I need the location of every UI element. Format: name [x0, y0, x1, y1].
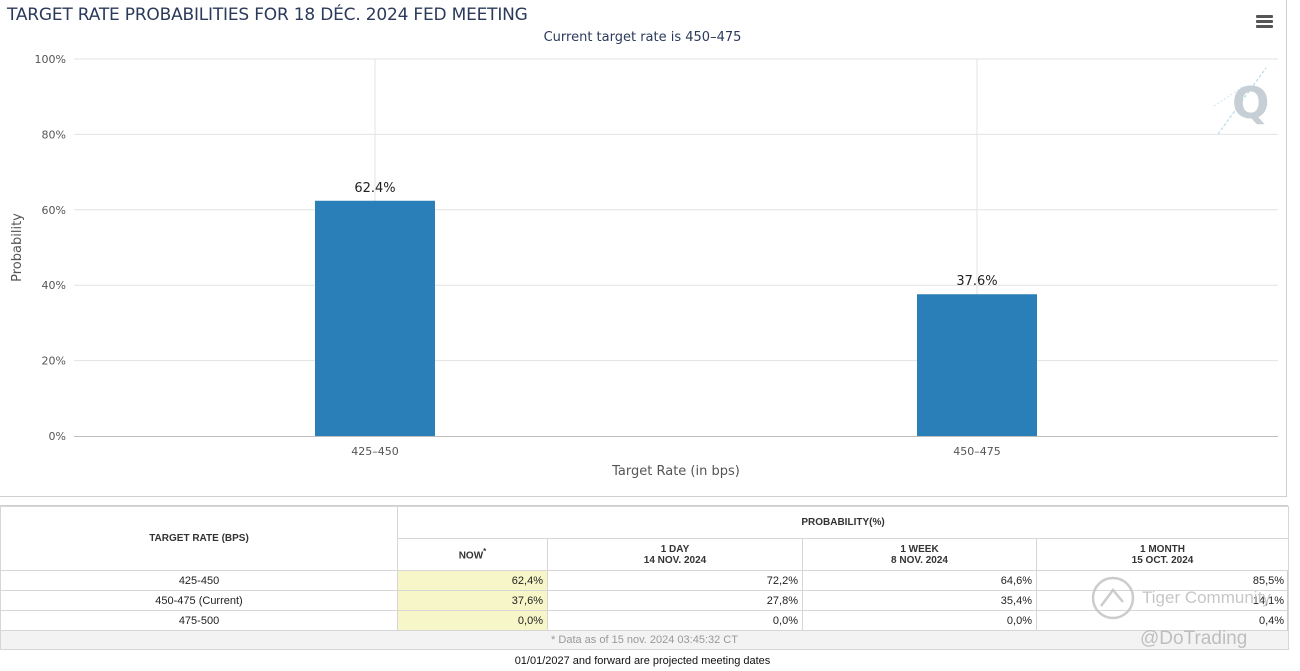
quikstrike-logo-icon: Q — [1214, 66, 1274, 138]
now-cell: 0,0% — [397, 610, 548, 631]
projected-dates-note: 01/01/2027 and forward are projected mee… — [514, 655, 771, 667]
col-header-1-month: 1 MONTH 15 OCT. 2024 — [1035, 538, 1290, 571]
y-tick-label: 40% — [42, 279, 66, 292]
watermark: Tiger Community @DoTrading — [1089, 576, 1289, 666]
table-row: 425-450 62,4% 72,2% 64,6% 85,5% — [0, 570, 1290, 591]
chart-subtitle: Current target rate is 450–475 — [543, 30, 742, 45]
x-tick-label: 450–475 — [953, 445, 1001, 458]
table-row: 450-475 (Current) 37,6% 27,8% 35,4% 14,1… — [0, 590, 1290, 611]
x-tick-label: 425–450 — [351, 445, 399, 458]
one-day-cell: 72,2% — [547, 570, 803, 591]
data-timestamp-footnote: * Data as of 15 nov. 2024 03:45:32 CT — [0, 630, 1290, 650]
watermark-community: Tiger Community — [1142, 588, 1271, 607]
y-tick-label: 20% — [42, 355, 66, 368]
chart-panel: TARGET RATE PROBABILITIES FOR 18 DÉC. 20… — [0, 0, 1287, 497]
col-header-now-label: NOW — [458, 550, 484, 562]
one-week-cell: 64,6% — [802, 570, 1037, 591]
x-axis-title: Target Rate (in bps) — [611, 464, 740, 479]
col-header-1-week-date: 8 NOV. 2024 — [891, 554, 948, 566]
now-cell: 62,4% — [397, 570, 548, 591]
probability-table-panel: TARGET RATE (BPS) PROBABILITY(%) NOW* 1 … — [0, 505, 1290, 650]
col-header-1-month-date: 15 OCT. 2024 — [1131, 554, 1194, 566]
col-header-now: NOW* — [397, 538, 548, 571]
watermark-handle: @DoTrading — [1140, 628, 1248, 649]
one-day-cell: 0,0% — [547, 610, 803, 631]
y-axis-title: Probability — [10, 213, 25, 282]
rate-cell: 475-500 — [0, 610, 398, 631]
logo-letter: Q — [1232, 78, 1270, 129]
y-tick-label: 100% — [35, 53, 66, 66]
bar — [917, 294, 1037, 436]
col-header-1-month-label: 1 MONTH — [1140, 543, 1186, 555]
bar-value-label: 62.4% — [354, 181, 395, 196]
one-week-cell: 35,4% — [802, 590, 1037, 611]
probability-table: TARGET RATE (BPS) PROBABILITY(%) NOW* 1 … — [0, 506, 1290, 650]
col-header-1-day: 1 DAY 14 NOV. 2024 — [547, 538, 803, 571]
col-header-1-day-date: 14 NOV. 2024 — [643, 554, 707, 566]
y-tick-label: 0% — [49, 430, 66, 443]
hamburger-menu-icon[interactable] — [1256, 15, 1273, 29]
probability-header: PROBABILITY(%) — [396, 506, 1290, 539]
tiger-logo-icon — [1091, 576, 1135, 620]
footnote-row: * Data as of 15 nov. 2024 03:45:32 CT — [0, 630, 1290, 650]
now-cell: 37,6% — [397, 590, 548, 611]
chart-title: TARGET RATE PROBABILITIES FOR 18 DÉC. 20… — [7, 5, 528, 25]
one-month-cell: 85,5% — [1035, 570, 1290, 591]
bar-chart: 0% 20% 40% 60% 80% 100% 62.4% 425–450 37.6% 450–4… — [10, 53, 1278, 479]
one-week-cell: 0,0% — [802, 610, 1037, 631]
col-header-1-week-label: 1 WEEK — [900, 543, 939, 555]
col-header-1-day-label: 1 DAY — [660, 543, 690, 555]
target-rate-header: TARGET RATE (BPS) — [0, 506, 398, 571]
col-header-1-week: 1 WEEK 8 NOV. 2024 — [802, 538, 1037, 571]
y-tick-label: 80% — [42, 128, 66, 141]
y-tick-label: 60% — [42, 204, 66, 217]
now-marker: * — [483, 547, 487, 557]
bar — [315, 200, 435, 436]
rate-cell: 425-450 — [0, 570, 398, 591]
rate-cell: 450-475 (Current) — [0, 590, 398, 611]
one-day-cell: 27,8% — [547, 590, 803, 611]
bar-value-label: 37.6% — [956, 274, 997, 289]
